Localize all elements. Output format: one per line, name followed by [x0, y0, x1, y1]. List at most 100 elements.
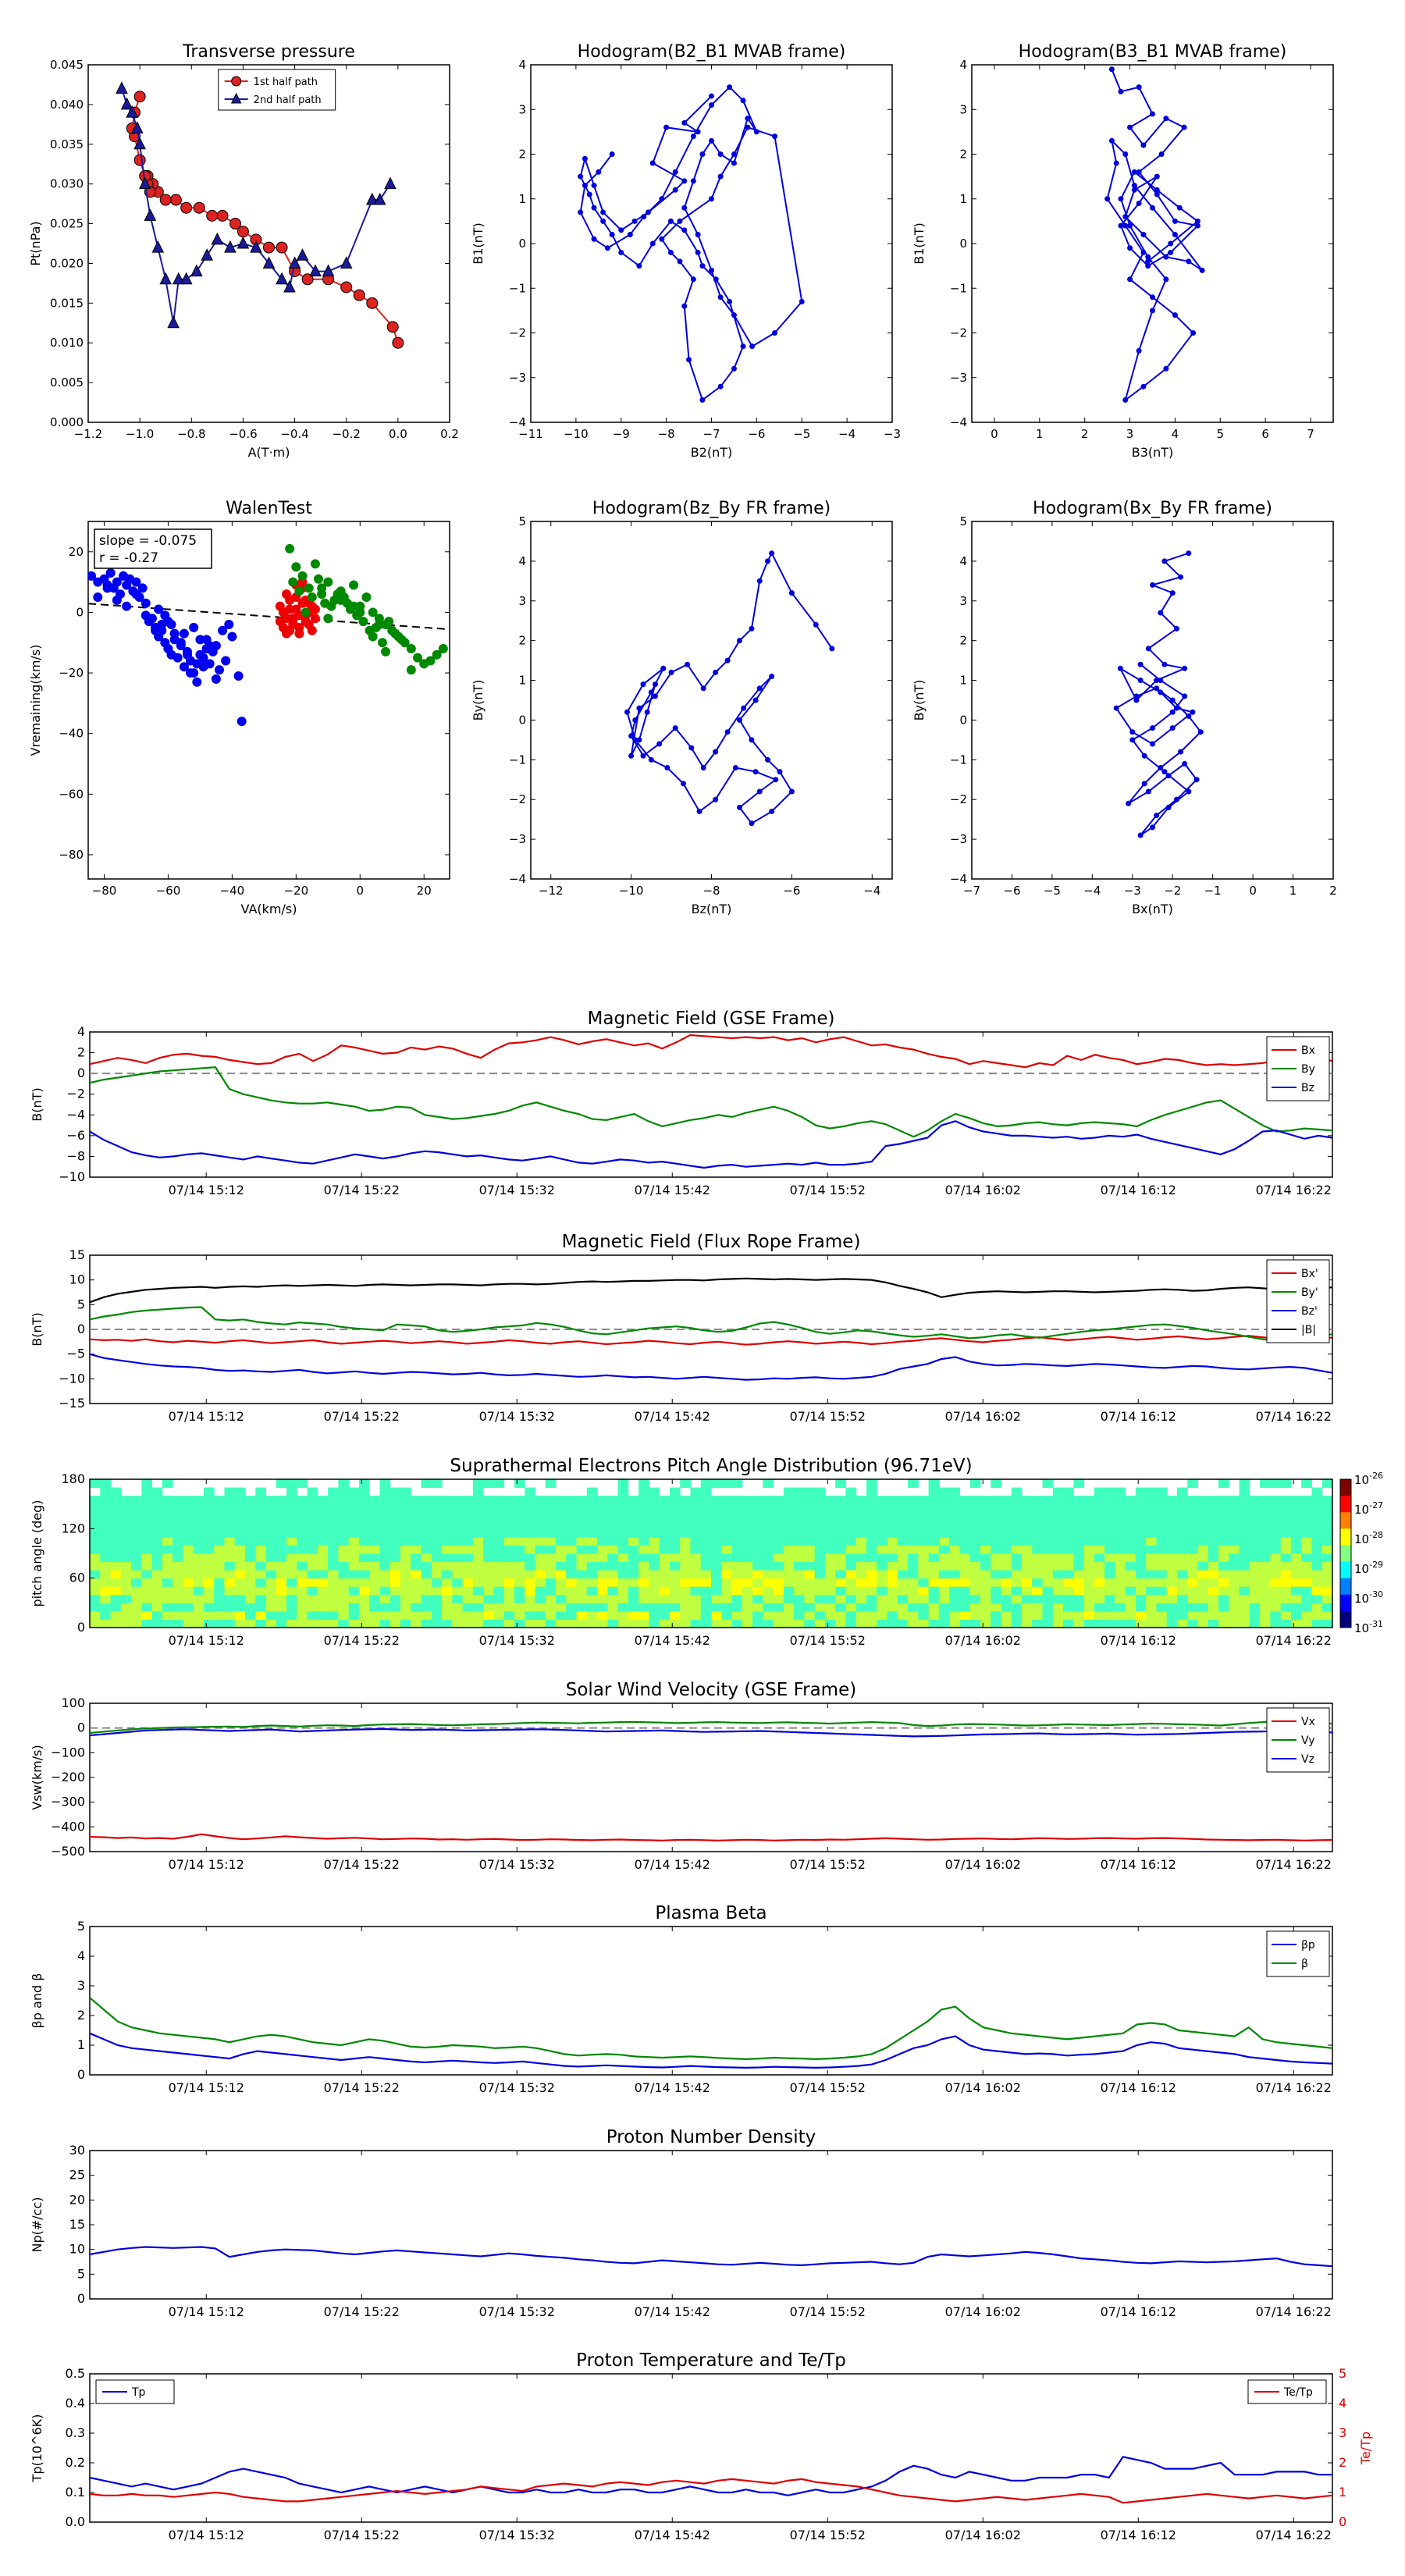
heatmap-cell — [141, 1512, 153, 1521]
colorbar-exponent: -29 — [1369, 1560, 1383, 1570]
heatmap-cell — [1011, 1553, 1023, 1563]
heatmap-cell — [597, 1496, 608, 1505]
x-tick-label: −0.8 — [177, 427, 205, 441]
heatmap-cell — [1104, 1496, 1115, 1505]
heatmap-cell — [328, 1545, 339, 1554]
heatmap-cell — [887, 1586, 898, 1596]
heatmap-cell — [276, 1603, 287, 1612]
heatmap-cell — [1073, 1594, 1085, 1603]
heatmap-cell — [1104, 1603, 1115, 1612]
heatmap-cell — [1094, 1512, 1105, 1521]
heatmap-cell — [1270, 1496, 1282, 1505]
heatmap-cell — [918, 1553, 930, 1563]
heatmap-cell — [1032, 1545, 1044, 1554]
heatmap-cell — [545, 1496, 557, 1505]
data-point — [700, 765, 706, 771]
heatmap-cell — [535, 1610, 546, 1620]
heatmap-cell — [307, 1553, 318, 1563]
heatmap-cell — [173, 1570, 183, 1579]
data-point — [323, 577, 333, 587]
heatmap-cell — [742, 1520, 753, 1529]
heatmap-cell — [617, 1528, 629, 1538]
x-tick-label: 07/14 16:22 — [1256, 2528, 1332, 2542]
heatmap-cell — [1094, 1536, 1105, 1546]
heatmap-cell — [586, 1520, 598, 1529]
heatmap-cell — [173, 1545, 183, 1554]
heatmap-cell — [711, 1512, 722, 1521]
heatmap-cell — [556, 1512, 567, 1521]
heatmap-cell — [690, 1594, 702, 1603]
heatmap-cell — [1022, 1545, 1033, 1554]
heatmap-cell — [742, 1512, 753, 1521]
heatmap-cell — [855, 1586, 867, 1596]
heatmap-cell — [742, 1570, 753, 1579]
heatmap-cell — [1249, 1545, 1261, 1554]
heatmap-cell — [938, 1496, 950, 1505]
data-point — [133, 137, 146, 150]
data-point — [131, 589, 141, 600]
heatmap-cell — [431, 1536, 443, 1546]
chart-title: Hodogram(Bx_By FR frame) — [1033, 499, 1272, 518]
heatmap-cell — [1063, 1536, 1074, 1546]
heatmap-cell — [472, 1528, 484, 1538]
heatmap-cell — [328, 1610, 339, 1620]
heatmap-cell — [949, 1545, 960, 1554]
heatmap-cell — [1135, 1610, 1147, 1620]
heatmap-cell — [141, 1528, 153, 1538]
heatmap-cell — [721, 1578, 733, 1587]
data-point — [1163, 116, 1169, 122]
heatmap-cell — [1104, 1503, 1115, 1513]
data-point — [198, 653, 208, 663]
heatmap-cell — [1280, 1578, 1292, 1587]
heatmap-cell — [1052, 1512, 1064, 1521]
heatmap-cell — [400, 1594, 411, 1603]
heatmap-cell — [845, 1536, 857, 1546]
heatmap-cell — [307, 1594, 318, 1603]
heatmap-cell — [255, 1520, 267, 1529]
heatmap-cell — [680, 1610, 691, 1620]
heatmap-cell — [183, 1578, 194, 1587]
data-point — [1118, 196, 1124, 202]
heatmap-cell — [607, 1603, 619, 1612]
heatmap-cell — [680, 1594, 691, 1603]
heatmap-cell — [1321, 1536, 1333, 1546]
heatmap-cell — [400, 1619, 411, 1628]
data-point — [699, 151, 706, 157]
heatmap-cell — [214, 1570, 225, 1579]
y-axis-label: B1(nT) — [471, 222, 486, 265]
data-point — [1137, 678, 1144, 684]
heatmap-cell — [824, 1561, 836, 1571]
heatmap-cell — [525, 1528, 535, 1538]
heatmap-cell — [576, 1586, 588, 1596]
heatmap-cell — [980, 1619, 991, 1628]
heatmap-cell — [1104, 1619, 1115, 1628]
heatmap-cell — [1032, 1496, 1044, 1505]
heatmap-cell — [1249, 1619, 1261, 1628]
heatmap-cell — [1115, 1512, 1126, 1521]
heatmap-cell — [483, 1496, 494, 1505]
y-tick-label: 0.4 — [66, 2396, 85, 2411]
heatmap-cell — [472, 1570, 484, 1579]
heatmap-cell — [617, 1512, 629, 1521]
heatmap-cell — [525, 1594, 535, 1603]
data-point — [1131, 169, 1137, 175]
heatmap-cell — [897, 1545, 909, 1554]
heatmap-cell — [224, 1512, 236, 1521]
data-point — [377, 638, 387, 648]
plot-frame — [89, 1031, 1333, 1178]
heatmap-cell — [711, 1603, 722, 1612]
heatmap-cell — [1083, 1586, 1095, 1596]
heatmap-cell — [866, 1619, 877, 1628]
heatmap-cell — [1229, 1545, 1240, 1554]
heatmap-cell — [1083, 1520, 1095, 1529]
data-point — [211, 674, 221, 684]
heatmap-cell — [980, 1520, 991, 1529]
data-point — [390, 628, 400, 639]
heatmap-cell — [472, 1619, 484, 1628]
heatmap-cell — [1187, 1520, 1199, 1529]
data-point — [740, 98, 746, 104]
data-point — [1131, 183, 1137, 189]
heatmap-cell — [1229, 1520, 1240, 1529]
data-point — [1161, 661, 1168, 667]
heatmap-cell — [483, 1520, 494, 1529]
